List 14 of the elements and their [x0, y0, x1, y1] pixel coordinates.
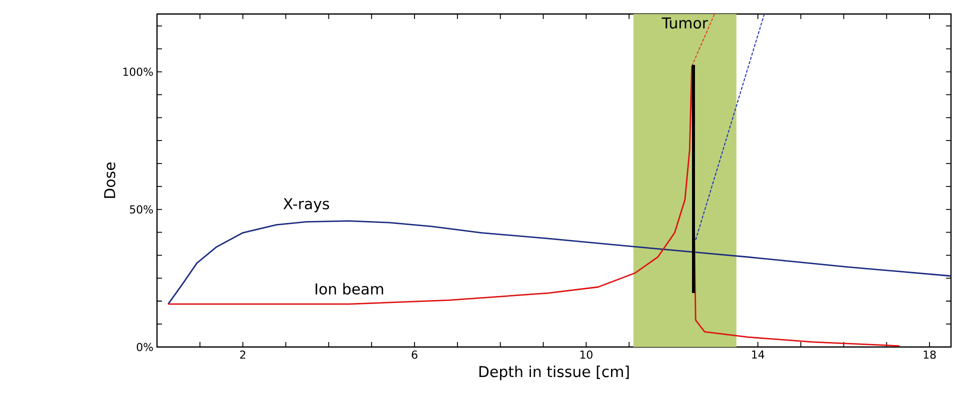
x-axis-title: Depth in tissue [cm]	[479, 366, 629, 380]
y-tick-label: 50%	[130, 205, 153, 214]
x-tick-label: 10	[580, 350, 592, 359]
x-tick-label: 6	[412, 350, 418, 359]
series-label: Ion beam	[316, 283, 384, 295]
band-label: Tumor	[662, 18, 708, 29]
x-tick-label: 18	[924, 350, 936, 359]
series-label: X-rays	[283, 198, 330, 212]
x-tick-label: 14	[752, 350, 764, 359]
x-tick-label: 2	[240, 350, 246, 359]
y-tick-label: 0%	[136, 342, 153, 352]
y-axis-title: Dose	[104, 162, 116, 198]
y-tick-label: 100%	[123, 68, 153, 76]
line-series	[167, 220, 952, 305]
